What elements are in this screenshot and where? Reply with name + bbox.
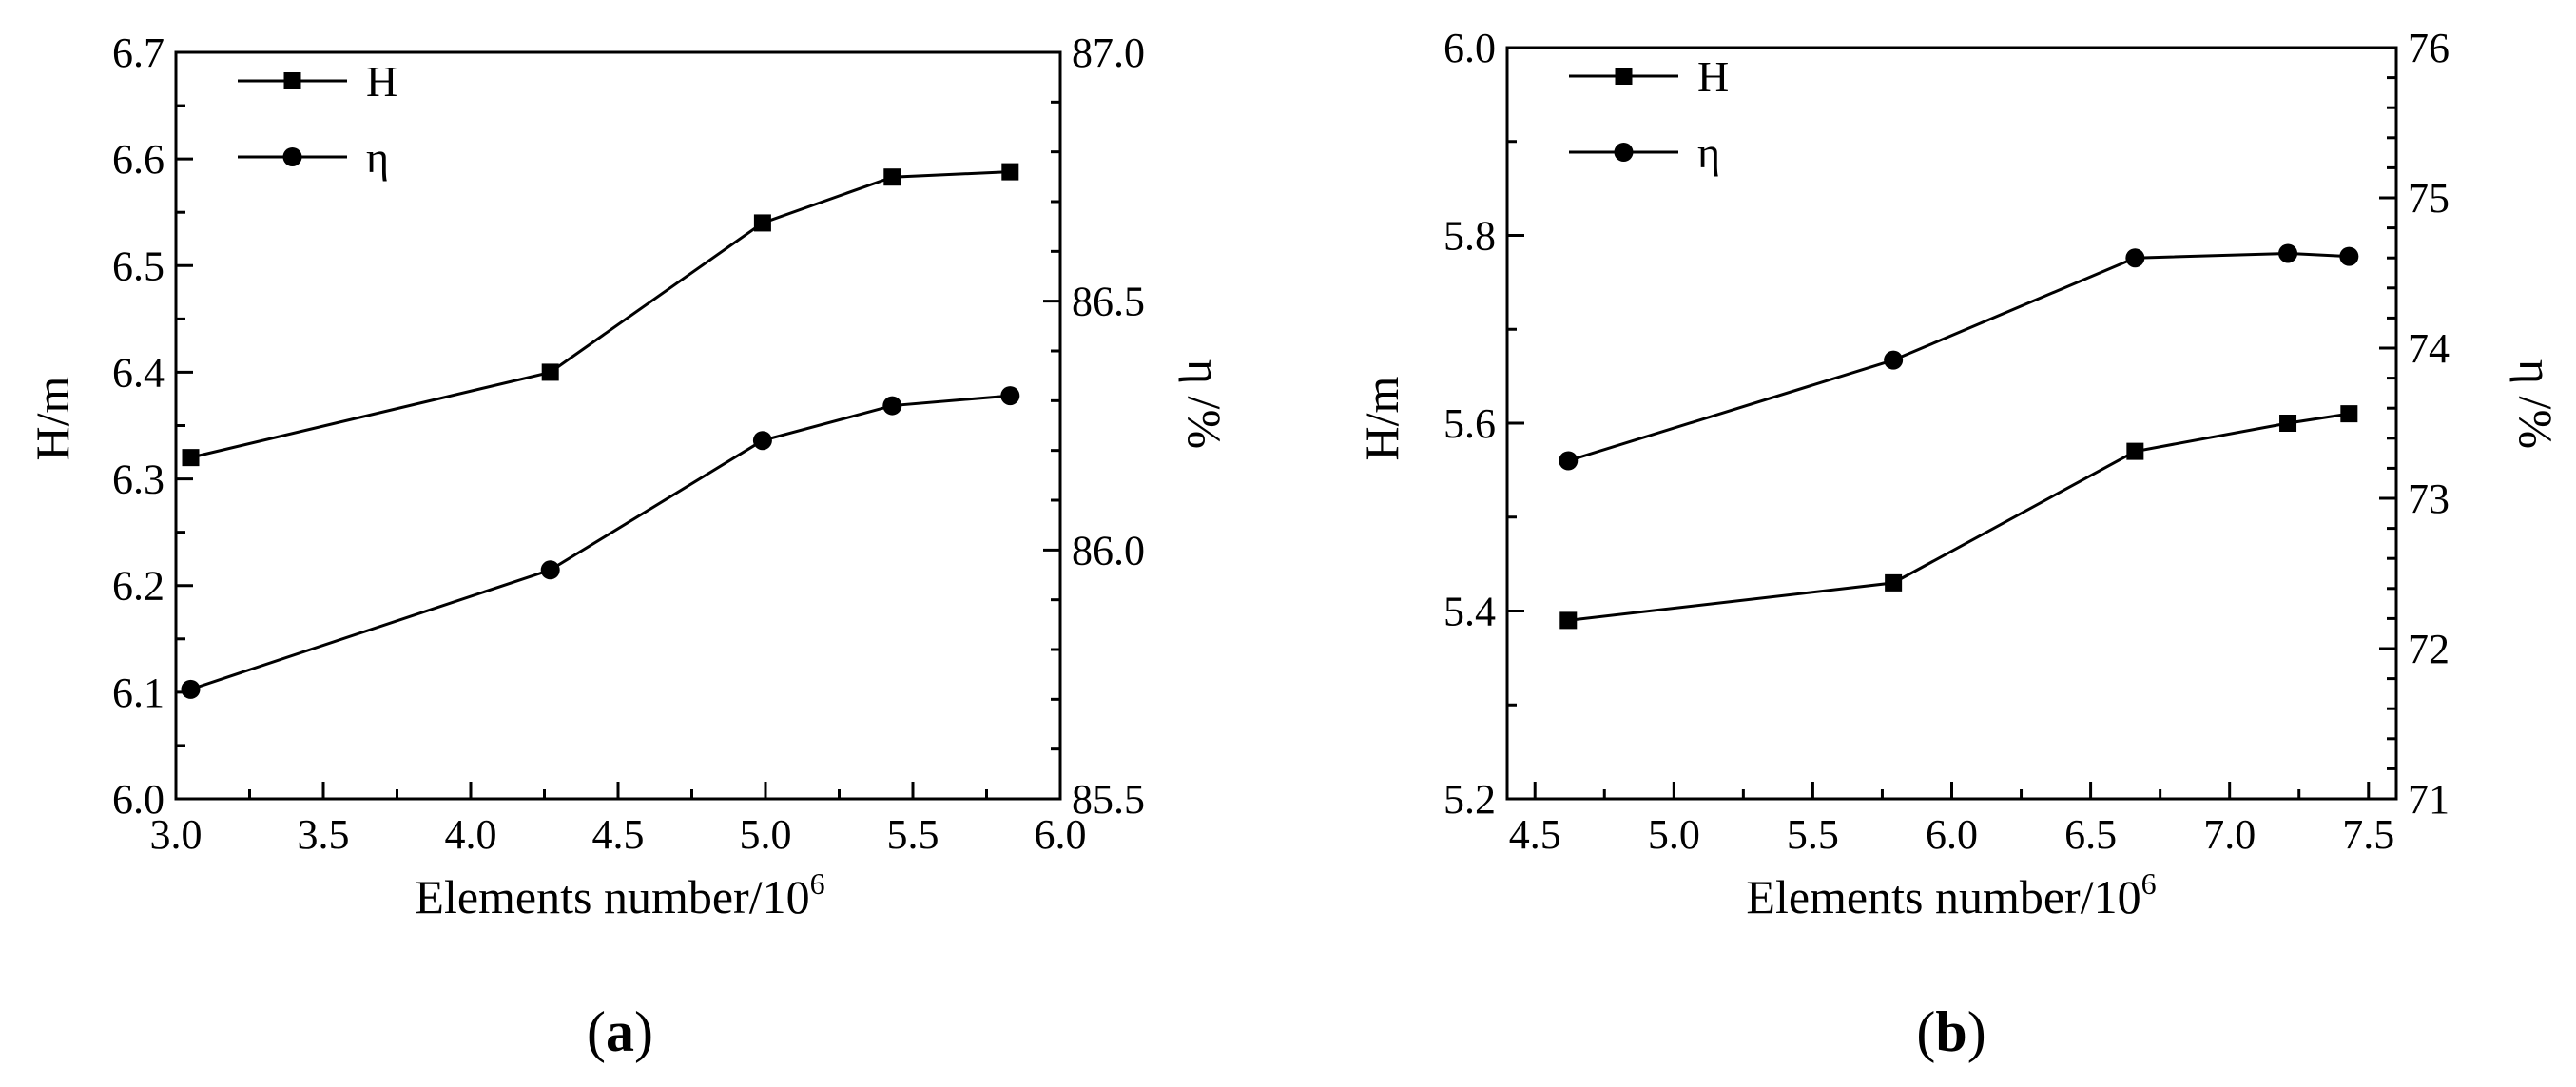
y-left-tick-label: 6.1 [112,670,165,716]
legend-label: H [366,57,397,106]
panel-label-a-letter: a [606,1000,634,1063]
data-point-circle [1000,386,1020,406]
data-point-square [2340,405,2358,423]
data-point-circle [882,396,902,416]
legend-label: η [1697,128,1720,177]
y-left-tick-label: 6.6 [112,136,165,183]
data-point-circle [752,431,772,451]
chart-panel-a: H/m η /% Elements number/106 (a) 3.0 3.5 4… [26,29,1231,1063]
series-line-H [1568,412,2350,622]
data-point-square [1559,611,1578,630]
data-point-circle [540,560,560,580]
x-axis-title-text: Elements number/10 [415,870,809,923]
series-line-η [1567,251,2350,462]
y-right-tick-label: 86.5 [1072,279,1145,325]
y-left-tick-label: 6.2 [112,563,165,610]
y-right-tick-label: 75 [2408,175,2450,222]
y-axis-title-left: H/m [1355,376,1408,460]
data-point-circle [2278,243,2298,263]
x-tick-label: 6.0 [1926,811,1978,858]
x-axis-title: Elements number/106 [1746,866,2156,923]
y-axis-title-right: η /% [1178,359,1231,449]
x-tick-label: 3.5 [298,811,350,858]
series-line-H [190,170,1011,459]
data-point-square [541,363,559,381]
y-right-tick-label: 74 [2408,325,2450,372]
legend-label: H [1697,52,1729,101]
y-right-tick-label: 76 [2408,25,2450,71]
x-axis-title: Elements number/106 [415,866,824,923]
y-right-tick-label: 85.5 [1072,776,1145,823]
data-point-square [182,449,200,467]
y-left-tick-label: 5.6 [1443,400,1496,447]
y-left-tick-label: 6.7 [112,29,165,76]
y-right-tick-label: 72 [2408,626,2450,672]
y-right-tick-label: 86.0 [1072,527,1145,573]
y-left-tick-label: 6.0 [1443,25,1496,71]
y-axis-title-left: H/m [26,376,79,460]
x-tick-label: 4.0 [445,811,497,858]
legend-marker-circle [282,147,302,166]
data-point-circle [181,679,201,699]
legend-marker-circle [1614,143,1634,162]
x-tick-label: 5.0 [1648,811,1700,858]
x-axis-title-superscript: 6 [2141,866,2157,901]
legend-marker-square [1615,68,1633,85]
y-left-tick-label: 5.8 [1443,213,1496,260]
chart-panel-b: H/m η /% Elements number/106 (b) 4.5 5.0 5… [1355,25,2563,1063]
data-point-square [883,168,901,186]
x-tick-label: 7.0 [2203,811,2256,858]
x-tick-label: 6.0 [1035,811,1087,858]
data-point-circle [2125,248,2145,268]
y-left-tick-label: 6.3 [112,456,165,503]
series-line-η [190,394,1011,691]
x-tick-label: 5.0 [740,811,792,858]
x-tick-label: 3.0 [150,811,203,858]
data-point-circle [2339,246,2359,266]
legend-label: η [366,133,389,182]
legend-marker-square [283,72,301,89]
plot-frame [1505,46,2398,801]
data-point-square [1001,163,1019,181]
y-left-tick-label: 6.0 [112,776,165,823]
y-left-tick-label: 6.5 [112,243,165,289]
panel-label-b-letter: b [1935,1000,1966,1063]
data-point-square [753,214,771,232]
x-axis-title-superscript: 6 [810,866,825,901]
x-axis-title-text: Elements number/10 [1746,870,2140,923]
x-tick-label: 6.5 [2064,811,2117,858]
x-tick-label: 7.5 [2342,811,2394,858]
panel-label-a: (a) [587,1000,653,1063]
x-tick-label: 4.5 [1509,811,1561,858]
y-left-tick-label: 5.4 [1443,589,1496,635]
y-left-tick-label: 5.2 [1443,776,1496,823]
plot-frame [174,50,1062,801]
y-right-tick-label: 87.0 [1072,29,1145,76]
y-axis-title-right: η /% [2509,359,2563,449]
data-point-square [2126,442,2144,460]
data-point-circle [1559,451,1579,471]
data-point-square [1885,573,1903,592]
x-tick-label: 5.5 [1787,811,1839,858]
data-point-circle [1884,350,1904,370]
x-tick-label: 4.5 [592,811,645,858]
y-left-tick-label: 6.4 [112,349,165,396]
y-right-tick-label: 73 [2408,476,2450,522]
panel-label-b: (b) [1916,1000,1985,1063]
data-point-square [2279,415,2297,432]
x-tick-label: 5.5 [887,811,939,858]
y-right-tick-label: 71 [2408,776,2450,823]
